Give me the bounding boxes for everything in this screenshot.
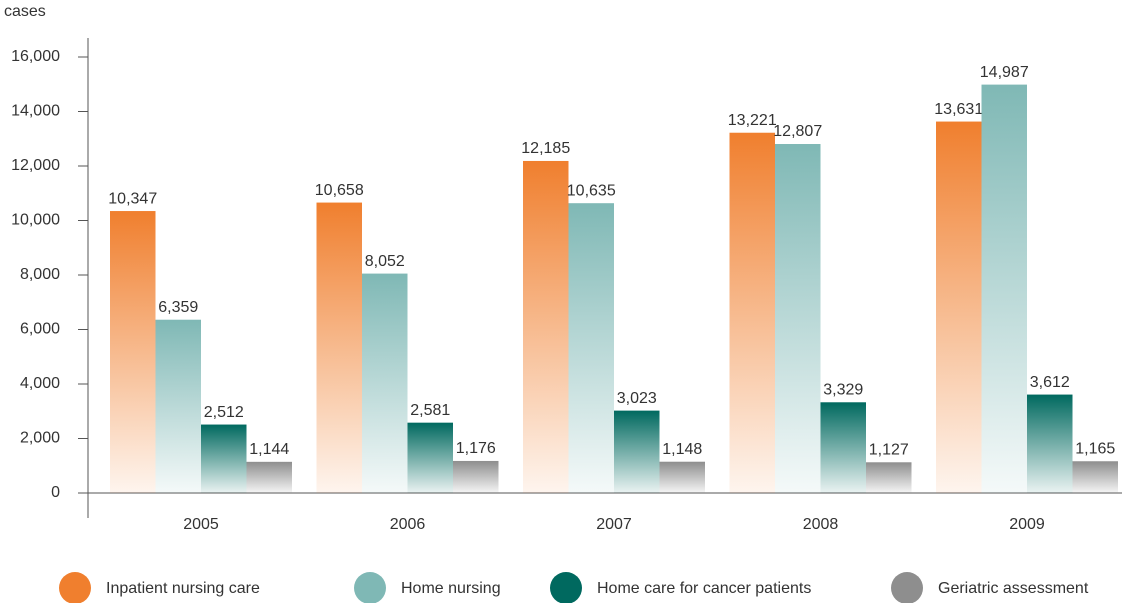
bar [1027,394,1073,493]
legend-label: Home care for cancer patients [597,580,811,597]
bar [523,160,569,494]
data-label: 10,658 [315,182,364,199]
bar [568,203,614,494]
legend-label: Inpatient nursing care [106,580,260,597]
data-label: 13,631 [934,101,983,118]
data-label: 3,329 [823,382,863,399]
legend-swatch [550,572,582,603]
bar [110,211,156,493]
data-label: 14,987 [980,64,1029,81]
legend-swatch [354,572,386,603]
bar [1072,461,1118,493]
data-label: 6,359 [158,299,198,316]
data-label: 10,635 [567,182,616,199]
bar [659,461,705,493]
data-label: 1,176 [456,440,496,457]
bar [936,121,982,494]
legend-swatch [891,572,923,603]
data-label: 1,165 [1075,440,1115,457]
x-tick-label: 2007 [596,516,632,533]
data-label: 1,148 [662,441,702,458]
x-tick-label: 2009 [1009,516,1045,533]
y-tick-label: 4,000 [20,375,60,392]
legend-label: Geriatric assessment [938,580,1089,597]
data-label: 8,052 [365,253,405,270]
bar [407,422,453,493]
y-tick-label: 14,000 [11,103,60,120]
y-tick-label: 12,000 [11,157,60,174]
bar [246,461,292,493]
bar [453,460,499,493]
data-label: 2,512 [204,404,244,421]
bar [155,319,201,493]
bar [362,273,408,493]
data-label: 2,581 [410,402,450,419]
bar [866,462,912,493]
y-tick-label: 2,000 [20,430,60,447]
bar [729,132,775,493]
x-tick-label: 2008 [803,516,839,533]
legend-swatch [59,572,91,603]
bar [201,424,247,493]
data-label: 3,612 [1030,374,1070,391]
data-label: 1,144 [249,441,289,458]
y-tick-label: 6,000 [20,321,60,338]
bar [614,410,660,493]
y-tick-label: 8,000 [20,266,60,283]
y-tick-label: 16,000 [11,48,60,65]
data-label: 10,347 [108,190,157,207]
legend-label: Home nursing [401,580,501,597]
y-tick-label: 10,000 [11,212,60,229]
bar [820,402,866,493]
data-label: 12,185 [521,140,570,157]
bar [775,144,821,493]
data-label: 3,023 [617,390,657,407]
x-tick-label: 2006 [390,516,426,533]
y-axis-label: cases [4,3,46,20]
y-tick-label: 0 [51,484,60,501]
bar [981,84,1027,493]
data-label: 12,807 [773,123,822,140]
data-label: 13,221 [728,112,777,129]
bar [316,202,362,493]
x-tick-label: 2005 [183,516,219,533]
data-label: 1,127 [869,442,909,459]
